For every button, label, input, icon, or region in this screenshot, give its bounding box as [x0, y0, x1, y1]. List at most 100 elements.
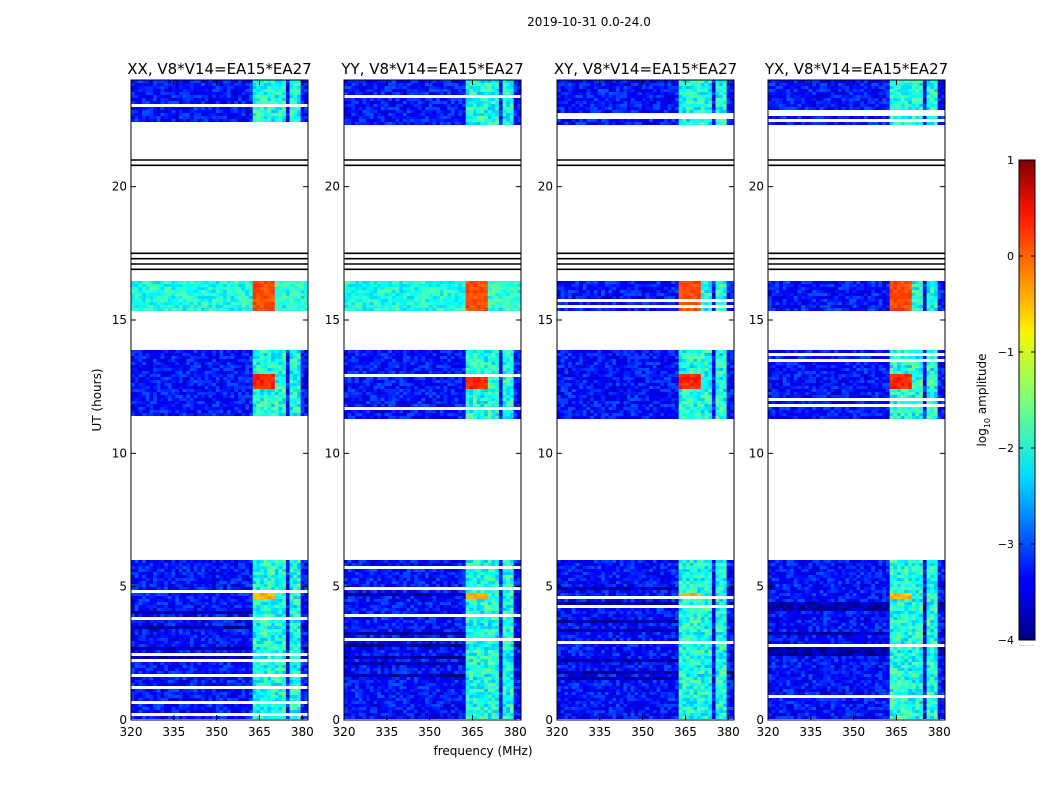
heatmap-cell: [495, 113, 500, 116]
heatmap-cell: [175, 101, 180, 104]
heatmap-cell: [249, 707, 254, 710]
heatmap-cell: [373, 92, 378, 95]
heatmap-cell: [142, 614, 147, 617]
heatmap-cell: [134, 647, 139, 650]
heatmap-cell: [300, 116, 305, 119]
heatmap-cell: [300, 563, 305, 566]
heatmap-cell: [175, 578, 180, 581]
heatmap-cell: [178, 377, 184, 380]
heatmap-cell: [502, 110, 507, 113]
heatmap-cell: [304, 83, 308, 86]
heatmap-cell: [226, 605, 231, 608]
heatmap-cell: [274, 359, 279, 362]
heatmap-cell: [373, 80, 378, 83]
heatmap-cell: [208, 356, 213, 359]
heatmap-cell: [142, 116, 147, 119]
heatmap-cell: [506, 110, 511, 113]
heatmap-cell: [271, 620, 276, 623]
heatmap-cell: [156, 572, 161, 575]
heatmap-cell: [300, 374, 305, 377]
heatmap-cell: [304, 95, 308, 98]
heatmap-cell: [226, 584, 231, 587]
heatmap-cell: [304, 368, 308, 371]
heatmap-cell: [230, 359, 235, 362]
heatmap-cell: [171, 362, 176, 365]
heatmap-cell: [226, 644, 231, 647]
heatmap-cell: [278, 587, 283, 590]
heatmap-cell: [186, 614, 191, 617]
heatmap-cell: [300, 377, 305, 380]
heatmap-cell: [134, 635, 139, 638]
heatmap-cell: [193, 374, 198, 377]
heatmap-cell: [263, 359, 268, 362]
heatmap-cell: [241, 374, 246, 377]
heatmap-cell: [145, 368, 150, 371]
heatmap-cell: [215, 119, 220, 122]
heatmap-cell: [234, 668, 239, 671]
heatmap-cell: [289, 611, 294, 614]
heatmap-cell: [487, 89, 492, 92]
heatmap-cell: [278, 638, 283, 641]
heatmap-cell: [293, 380, 298, 383]
heatmap-cell: [234, 689, 239, 692]
heatmap-cell: [278, 563, 283, 566]
heatmap-cell: [204, 101, 209, 104]
heatmap-cell: [178, 677, 184, 680]
heatmap-cell: [237, 608, 243, 611]
heatmap-cell: [293, 290, 298, 293]
heatmap-cell: [260, 569, 265, 572]
heatmap-cell: [245, 656, 250, 659]
heatmap-cell: [366, 119, 371, 122]
heatmap-cell: [263, 116, 268, 119]
heatmap-cell: [131, 293, 136, 296]
heatmap-cell: [285, 95, 290, 98]
heatmap-cell: [223, 644, 228, 647]
heatmap-cell: [138, 680, 143, 683]
heatmap-cell: [131, 665, 136, 668]
heatmap-cell: [282, 389, 287, 392]
heatmap-cell: [506, 107, 511, 110]
heatmap-cell: [249, 380, 254, 383]
heatmap-cell: [156, 110, 161, 113]
heatmap-cell: [274, 281, 279, 284]
heatmap-cell: [498, 104, 503, 107]
heatmap-cell: [145, 656, 150, 659]
heatmap-cell: [156, 587, 161, 590]
heatmap-cell: [241, 101, 246, 104]
heatmap-cell: [149, 83, 154, 86]
heatmap-cell: [237, 80, 243, 83]
heatmap-cell: [237, 626, 243, 629]
heatmap-cell: [285, 593, 290, 596]
heatmap-cell: [215, 371, 220, 374]
heatmap-cell: [267, 365, 272, 368]
heatmap-cell: [138, 635, 143, 638]
heatmap-cell: [160, 116, 165, 119]
heatmap-cell: [204, 383, 209, 386]
heatmap-cell: [234, 692, 239, 695]
heatmap-cell: [391, 104, 397, 107]
heatmap-cell: [215, 563, 220, 566]
heatmap-cell: [171, 689, 176, 692]
heatmap-cell: [271, 392, 276, 395]
heatmap-cell: [274, 614, 279, 617]
heatmap-cell: [237, 404, 243, 407]
heatmap-cell: [484, 92, 489, 95]
heatmap-cell: [230, 356, 235, 359]
heatmap-cell: [278, 293, 283, 296]
heatmap-cell: [167, 395, 172, 398]
heatmap-cell: [190, 695, 195, 698]
heatmap-cell: [421, 113, 426, 116]
heatmap-cell: [138, 566, 143, 569]
heatmap-cell: [219, 113, 224, 116]
heatmap-cell: [293, 83, 298, 86]
heatmap-cell: [278, 560, 283, 563]
heatmap-cell: [142, 287, 147, 290]
heatmap-cell: [300, 86, 305, 89]
heatmap-cell: [267, 650, 272, 653]
heatmap-cell: [156, 401, 161, 404]
heatmap-cell: [131, 308, 136, 311]
heatmap-cell: [234, 395, 239, 398]
heatmap-cell: [175, 410, 180, 413]
heatmap-cell: [156, 641, 161, 644]
heatmap-cell: [296, 635, 302, 638]
